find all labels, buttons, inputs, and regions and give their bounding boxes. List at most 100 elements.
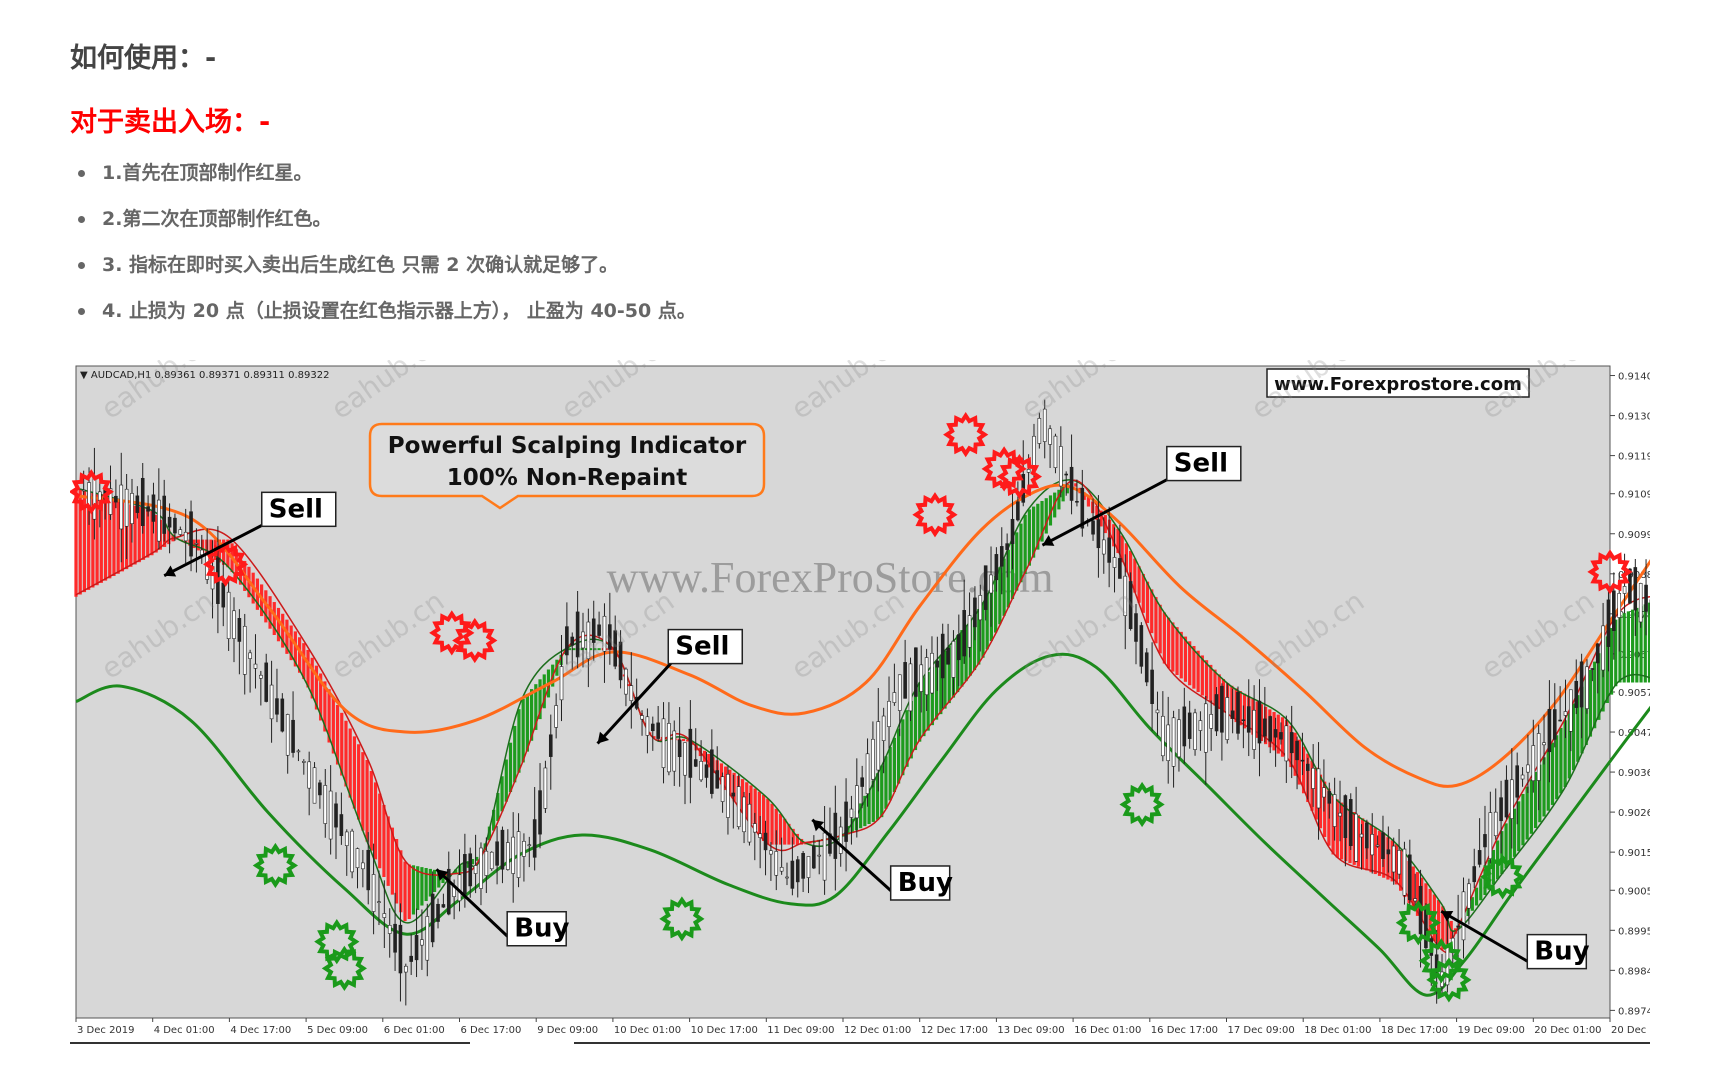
candle-body <box>667 723 671 773</box>
candle-body <box>769 850 773 855</box>
x-tick-label: 3 Dec 2019 <box>77 1025 135 1036</box>
candle-body <box>1413 898 1417 902</box>
candle-body <box>1386 849 1391 855</box>
candle-body <box>511 836 515 874</box>
candle-body <box>1461 891 1466 941</box>
candle-body <box>677 739 682 758</box>
y-tick-label: 0.89845 <box>1618 966 1650 977</box>
candle-body <box>1064 473 1068 476</box>
candle-body <box>844 801 848 842</box>
callout-line-2: 100% Non-Repaint <box>447 465 688 491</box>
candle-body <box>645 716 650 736</box>
upper-band-line <box>75 483 1650 788</box>
candle-body <box>1198 720 1203 731</box>
label-arrow <box>163 520 269 578</box>
candle-body <box>618 641 623 681</box>
candle-body <box>1456 925 1460 928</box>
candle-body <box>1601 625 1605 671</box>
candle-body <box>710 749 714 794</box>
label-arrow <box>811 818 898 898</box>
candle-body <box>822 832 827 881</box>
candle-body <box>1510 779 1514 819</box>
candle-body <box>876 721 881 771</box>
buy-signal-star <box>314 919 360 965</box>
y-tick-label: 0.91405 <box>1618 372 1650 383</box>
candle-body <box>1617 593 1622 618</box>
candle-body <box>951 640 956 678</box>
candle-body <box>398 924 403 974</box>
candle-body <box>1391 845 1396 873</box>
candle-body <box>1091 520 1095 535</box>
candle-body <box>650 723 655 732</box>
candle-body <box>1252 709 1256 750</box>
candle-body <box>1268 716 1273 742</box>
candle-body <box>1585 666 1589 709</box>
plot-area <box>75 365 1611 1019</box>
candle-body <box>801 852 805 879</box>
candle-body <box>704 764 709 778</box>
signal-label: Buy <box>514 914 569 944</box>
buy-signal-star <box>1426 957 1472 1003</box>
candle-body <box>479 847 483 889</box>
candle-body <box>1107 537 1111 563</box>
x-tick-label: 12 Dec 17:00 <box>921 1025 988 1036</box>
x-tick-label: 5 Dec 09:00 <box>307 1025 368 1036</box>
sell-signal-star <box>943 411 989 458</box>
candle-body <box>1209 714 1213 729</box>
candle-body <box>661 718 666 768</box>
candle-body <box>393 923 397 953</box>
candle-body <box>908 663 913 712</box>
label-box <box>889 865 951 901</box>
candle-body <box>570 636 575 646</box>
candle-body <box>586 621 591 660</box>
candle-body <box>983 565 988 610</box>
candle-body <box>221 582 226 608</box>
candle-body <box>999 546 1004 567</box>
candle-body <box>930 652 934 694</box>
candle-body <box>226 591 231 639</box>
signal-label: Sell <box>1174 449 1228 479</box>
candle-body <box>1053 435 1058 468</box>
label-arrow <box>435 868 515 943</box>
sell-signal-star <box>912 492 958 538</box>
candle-body <box>1606 599 1611 647</box>
sell-signal-star <box>996 453 1043 500</box>
buy-signal-star <box>1418 938 1464 984</box>
instruction-list: 1.首先在顶部制作红星。 2.第二次在顶部制作红色。 3. 指标在即时买入卖出后… <box>78 160 696 344</box>
candle-body <box>892 692 897 703</box>
candle-body <box>1112 557 1117 568</box>
x-tick-label: 6 Dec 17:00 <box>461 1025 522 1036</box>
center-watermark: www.ForexProStore.com <box>607 553 1054 602</box>
candle-body <box>500 829 505 870</box>
list-item: 2.第二次在顶部制作红色。 <box>78 206 696 252</box>
candle-body <box>1327 791 1332 804</box>
candle-body <box>291 719 295 753</box>
candle-body <box>1547 709 1552 753</box>
sell-signal-star <box>981 446 1027 492</box>
arrow-head <box>164 565 177 577</box>
candle-body <box>812 845 816 869</box>
candle-body <box>146 506 150 512</box>
candle-body <box>307 761 311 789</box>
candle-body <box>1225 697 1230 740</box>
candle-body <box>157 499 161 542</box>
candle-body <box>1263 718 1267 737</box>
candle-body <box>1483 834 1487 848</box>
candle-body <box>344 831 349 846</box>
candle-body <box>119 484 124 530</box>
candle-body <box>1128 581 1133 629</box>
label-arrow <box>1440 909 1535 966</box>
x-tick-label: 16 Dec 17:00 <box>1151 1025 1218 1036</box>
x-tick-label: 18 Dec 01:00 <box>1304 1025 1371 1036</box>
candle-body <box>1612 590 1616 631</box>
candle-body <box>1316 768 1321 809</box>
candle-body <box>130 493 134 524</box>
candle-body <box>747 803 752 843</box>
candle-body <box>242 625 247 675</box>
buy-signal-star <box>1395 900 1441 946</box>
candle-body <box>377 901 381 903</box>
candle-body <box>1230 710 1235 719</box>
candle-body <box>946 647 950 665</box>
candle-body <box>838 826 843 854</box>
